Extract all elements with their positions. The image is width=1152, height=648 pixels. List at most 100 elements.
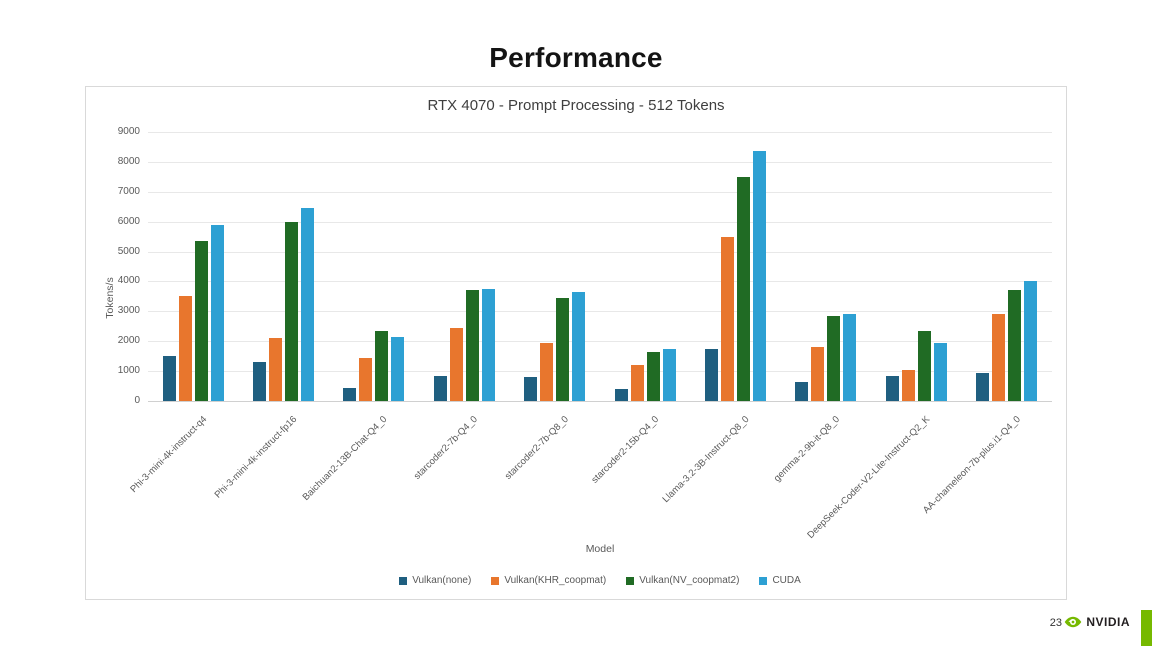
bar bbox=[1024, 281, 1038, 401]
x-tick-label: AA-chameleon-7b-plus.i1-Q4_0 bbox=[920, 414, 1023, 516]
legend-item: CUDA bbox=[759, 575, 801, 586]
bar-group bbox=[419, 132, 509, 401]
bar bbox=[194, 241, 208, 401]
legend-label: Vulkan(KHR_coopmat) bbox=[504, 575, 607, 586]
y-tick-label: 5000 bbox=[117, 245, 140, 257]
bar bbox=[178, 296, 192, 401]
bar bbox=[210, 224, 224, 401]
gridline bbox=[148, 221, 1052, 223]
bar bbox=[540, 342, 554, 401]
gridline bbox=[148, 341, 1052, 343]
x-tick-label: Llama-3.2-3B-Instruct-Q8_0 bbox=[660, 414, 752, 506]
bar bbox=[646, 351, 660, 401]
bar bbox=[301, 208, 315, 401]
legend-label: Vulkan(none) bbox=[412, 575, 472, 586]
legend-swatch bbox=[759, 576, 768, 585]
y-tick-label: 3000 bbox=[117, 305, 140, 317]
bar bbox=[721, 236, 735, 401]
x-tick-label: Phi-3-mini-4k-instruct-q4 bbox=[128, 414, 209, 495]
bar bbox=[901, 369, 915, 401]
gridline bbox=[148, 251, 1052, 253]
bar bbox=[524, 377, 538, 401]
plot-area: 0 1000 2000 3000 4000 5000 6000 7000 8000 9000 Phi… bbox=[86, 87, 1066, 599]
legend-swatch bbox=[626, 576, 635, 585]
bar bbox=[843, 314, 857, 401]
page-title: Performance bbox=[489, 42, 663, 73]
brand-logo: NVIDIA bbox=[1064, 615, 1130, 629]
bar bbox=[795, 381, 809, 401]
bar bbox=[465, 290, 479, 401]
y-tick-label: 8000 bbox=[117, 155, 140, 167]
bar bbox=[662, 348, 676, 401]
bar bbox=[976, 372, 990, 401]
x-tick-label: Phi-3-mini-4k-instruct-fp16 bbox=[212, 414, 300, 501]
legend-item: Vulkan(none) bbox=[399, 575, 471, 586]
bar bbox=[449, 327, 463, 401]
bar-group bbox=[962, 132, 1052, 401]
legend-item: Vulkan(NV_coopmat2) bbox=[626, 575, 739, 586]
bar bbox=[885, 375, 899, 401]
y-tick-label: 4000 bbox=[117, 275, 140, 287]
chart-title: RTX 4070 - Prompt Processing - 512 Token… bbox=[427, 97, 725, 114]
bar bbox=[1008, 290, 1022, 401]
legend-label: Vulkan(NV_coopmat2) bbox=[639, 575, 740, 586]
bar-group bbox=[238, 132, 328, 401]
bar bbox=[285, 221, 299, 401]
gridline bbox=[148, 191, 1052, 193]
chart-card: RTX 4070 - Prompt Processing - 512 Token… bbox=[85, 86, 1067, 600]
bar-group bbox=[871, 132, 961, 401]
bar bbox=[811, 347, 825, 401]
y-tick-label: 6000 bbox=[117, 215, 140, 227]
bar-group bbox=[148, 132, 238, 401]
bar bbox=[269, 338, 283, 401]
x-tick-label: starcoder2-15b-Q4_0 bbox=[589, 414, 661, 486]
bar bbox=[614, 389, 628, 401]
bar bbox=[433, 375, 447, 401]
y-tick-label: 1000 bbox=[117, 365, 140, 377]
bar bbox=[391, 336, 405, 401]
bar bbox=[253, 362, 267, 401]
x-axis-line bbox=[148, 401, 1052, 402]
bar-group bbox=[329, 132, 419, 401]
bar bbox=[572, 291, 586, 401]
bar bbox=[162, 356, 176, 401]
x-tick-label: starcoder2-7b-Q4_0 bbox=[412, 414, 481, 482]
bar bbox=[705, 348, 719, 401]
bar bbox=[917, 330, 931, 401]
bar-group bbox=[510, 132, 600, 401]
x-tick-label: starcoder2-7b-Q8_0 bbox=[502, 414, 571, 482]
x-tick-label: gemma-2-9b-it-Q8_0 bbox=[771, 414, 842, 485]
bar bbox=[630, 365, 644, 401]
x-axis-title: Model bbox=[585, 543, 615, 555]
accent-bar bbox=[1141, 610, 1152, 646]
bar-group bbox=[600, 132, 690, 401]
page-number: 23 bbox=[1049, 617, 1062, 629]
bar bbox=[753, 151, 767, 401]
bar bbox=[992, 314, 1006, 401]
bar bbox=[737, 176, 751, 401]
y-tick-label: 9000 bbox=[117, 126, 140, 137]
bar bbox=[359, 357, 373, 401]
gridline bbox=[148, 311, 1052, 313]
legend-swatch bbox=[491, 576, 500, 585]
gridline bbox=[148, 371, 1052, 373]
bar bbox=[375, 330, 389, 401]
legend-label: CUDA bbox=[772, 575, 801, 586]
bar bbox=[556, 297, 570, 401]
y-tick-label: 0 bbox=[134, 395, 140, 406]
legend-swatch bbox=[399, 576, 408, 585]
brand-wordmark: NVIDIA bbox=[1086, 615, 1130, 629]
bar-group bbox=[781, 132, 871, 401]
bar bbox=[827, 315, 841, 401]
x-tick-label: Baichuan2-13B-Chat-Q4_0 bbox=[300, 414, 390, 503]
y-tick-label: 7000 bbox=[117, 185, 140, 197]
nvidia-eye-icon bbox=[1064, 616, 1082, 628]
y-tick-label: 2000 bbox=[117, 335, 140, 347]
gridline bbox=[148, 281, 1052, 283]
chart-legend: Vulkan(none) Vulkan(KHR_coopmat) Vulkan(NV… bbox=[148, 575, 1052, 586]
legend-item: Vulkan(KHR_coopmat) bbox=[491, 575, 606, 586]
gridline bbox=[148, 161, 1052, 163]
bar-group bbox=[690, 132, 780, 401]
bar bbox=[343, 387, 357, 401]
